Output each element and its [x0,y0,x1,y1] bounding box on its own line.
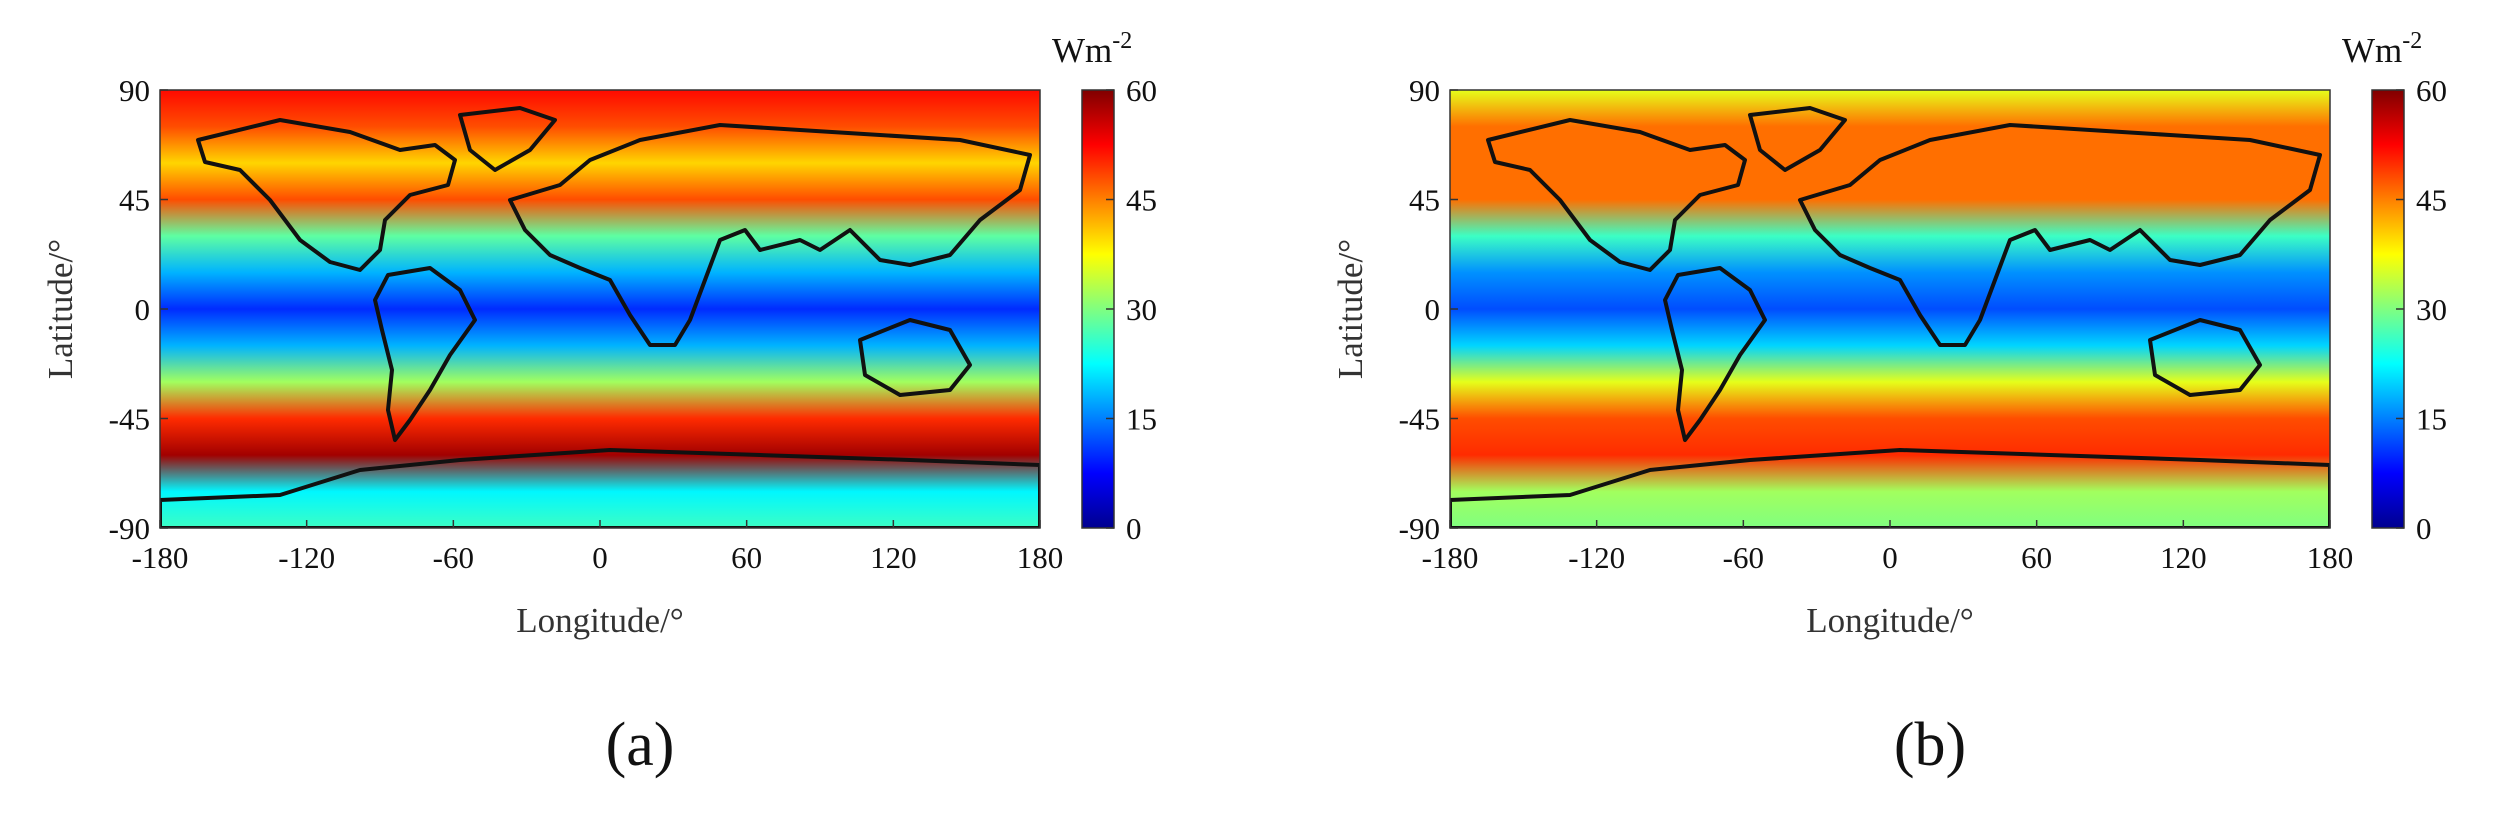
x-tick-label: 0 [592,540,608,575]
colorbar-b: 0 15 30 45 60 Wm-2 [2342,28,2447,546]
colorbar-tick-label: 30 [1126,292,1157,327]
caption-a: (a) [606,711,675,779]
x-tick-label: 60 [2021,540,2052,575]
colorbar-tick-label: 60 [2416,73,2447,108]
colorbar-unit-a: Wm-2 [1052,28,1132,70]
x-tick-label: -120 [278,540,335,575]
x-tick-label: 120 [2160,540,2207,575]
map-a [160,90,1040,528]
y-tick-label: -90 [1399,511,1440,546]
y-tick-label: 0 [1425,292,1441,327]
x-tick-label: 180 [1017,540,1064,575]
unit-base-a: Wm [1052,31,1112,70]
y-axis-label-a: Latitude/° [41,239,80,379]
australia-a [858,318,972,397]
y-tick-label: 0 [135,292,151,327]
y-tick-label: 90 [119,73,150,108]
south-america-a [373,266,477,442]
land-a [160,106,1040,528]
x-tick-label: -120 [1568,540,1625,575]
colorbar-a: 0 15 30 45 60 Wm-2 [1052,28,1157,546]
x-tick-label: 0 [1882,540,1898,575]
colorbar-tick-label: 30 [2416,292,2447,327]
x-ticks-b: -180 -120 -60 0 60 120 180 [1422,520,2354,575]
south-america-b [1663,266,1767,442]
x-tick-label: -60 [1723,540,1764,575]
colorbar-tick-label: 0 [2416,511,2432,546]
land-b [1450,106,2330,528]
north-america-a [196,118,457,272]
colorbar-tick-label: 45 [2416,183,2447,218]
y-tick-label: 90 [1409,73,1440,108]
africa-eurasia-a [508,123,1032,347]
x-tick-label: -60 [433,540,474,575]
colorbar-tick-label: 15 [2416,402,2447,437]
heatmap-a [160,90,1040,528]
x-tick-label: -180 [1422,540,1479,575]
x-axis-label-b: Longitude/° [1806,601,1974,640]
greenland-b [1748,106,1847,172]
y-ticks-b: 90 45 0 -45 -90 [1399,73,1458,546]
colorbar-bar-a [1081,89,1115,529]
y-tick-label: -45 [1399,402,1440,437]
antarctica-a [160,448,1040,528]
x-tick-label: 60 [731,540,762,575]
colorbar-tick-label: 45 [1126,183,1157,218]
y-ticks-a: 90 45 0 -45 -90 [109,73,168,546]
map-b [1450,90,2330,528]
caption-b: (b) [1894,711,1966,779]
australia-b [2148,318,2262,397]
colorbar-tick-label: 0 [1126,511,1142,546]
antarctica-b [1450,448,2330,528]
panel-b: -180 -120 -60 0 60 120 180 90 45 0 -45 -90 Longitu… [1331,28,2447,779]
x-tick-label: 120 [870,540,917,575]
x-axis-label-a: Longitude/° [516,601,684,640]
y-tick-label: 45 [119,183,150,218]
colorbar-unit-b: Wm-2 [2342,28,2422,70]
colorbar-ticks-a: 0 15 30 45 60 [1106,73,1157,546]
north-america-b [1486,118,1747,272]
heatmap-b [1450,90,2330,528]
unit-exp-b: -2 [2402,28,2422,54]
greenland-a [458,106,557,172]
africa-eurasia-b [1798,123,2322,347]
panel-a: -180 -120 -60 0 60 120 180 90 45 0 -45 -90 Longitu… [41,28,1157,779]
x-tick-label: -180 [132,540,189,575]
colorbar-tick-label: 15 [1126,402,1157,437]
unit-base-b: Wm [2342,31,2402,70]
y-axis-label-b: Latitude/° [1331,239,1370,379]
y-tick-label: -90 [109,511,150,546]
colorbar-tick-label: 60 [1126,73,1157,108]
y-tick-label: 45 [1409,183,1440,218]
colorbar-ticks-b: 0 15 30 45 60 [2396,73,2447,546]
y-tick-label: -45 [109,402,150,437]
unit-exp-a: -2 [1112,28,1132,54]
x-tick-label: 180 [2307,540,2354,575]
x-ticks-a: -180 -120 -60 0 60 120 180 [132,520,1064,575]
